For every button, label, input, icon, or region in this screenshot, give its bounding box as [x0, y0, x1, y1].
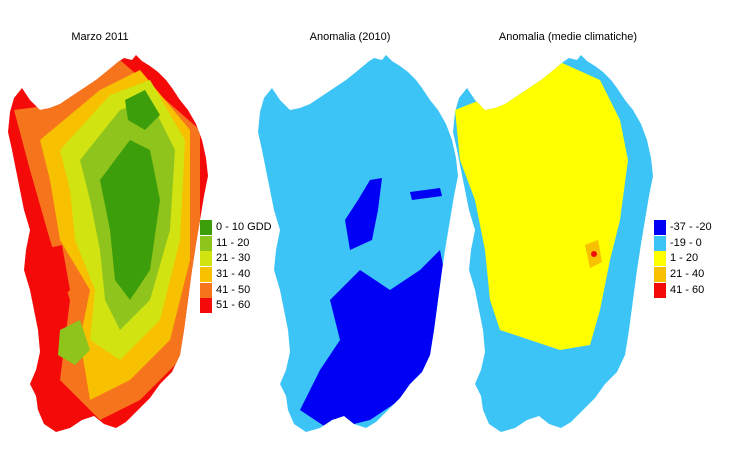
legend-label: 41 - 50: [216, 283, 251, 296]
legend-label: 1 - 20: [670, 252, 699, 265]
legend-swatch: [200, 267, 212, 283]
legend-anomalia: -37 - -20 -19 - 0 1 - 20 21 - 40 41 - 60: [654, 220, 712, 298]
map-anomalia-2010: [258, 55, 458, 432]
legend-label: 51 - 60: [216, 299, 251, 312]
legend-swatch: [654, 267, 666, 283]
legend-item: 21 - 40: [654, 267, 712, 283]
legend-item: 21 - 30: [200, 251, 272, 267]
legend-swatch: [200, 282, 212, 298]
legend-label: 21 - 30: [216, 252, 251, 265]
legend-label: 11 - 20: [216, 236, 250, 249]
legend-swatch: [654, 282, 666, 298]
panel-2-title: Anomalia (2010): [309, 31, 391, 43]
legend-item: 0 - 10 GDD: [200, 220, 272, 236]
panel-3-title: Anomalia (medie climatiche): [498, 31, 638, 43]
legend-item: 31 - 40: [200, 267, 272, 283]
legend-label: -37 - -20: [670, 221, 712, 234]
legend-label: 31 - 40: [216, 268, 251, 281]
legend-swatch: [654, 235, 666, 251]
legend-item: -37 - -20: [654, 220, 712, 236]
legend-item: 11 - 20: [200, 235, 272, 252]
map-anomalia-medie-climatiche: [453, 55, 653, 432]
legend-item: 41 - 60: [654, 282, 712, 298]
panel-1-title: Marzo 2011: [71, 31, 129, 43]
legend-swatch: [654, 220, 666, 236]
legend-item: 51 - 60: [200, 298, 272, 314]
legend-label: -19 - 0: [670, 236, 702, 249]
legend-swatch: [200, 220, 212, 236]
legend-swatch: [200, 235, 212, 251]
legend-swatch: [200, 251, 212, 267]
legend-label: 0 - 10 GDD: [216, 221, 272, 234]
legend-item: 41 - 50: [200, 282, 272, 298]
legend-label: 41 - 60: [670, 283, 705, 296]
legend-gdd: 0 - 10 GDD 11 - 20 21 - 30 31 - 40 41 - …: [200, 220, 272, 314]
legend-swatch: [654, 251, 666, 267]
legend-item: 1 - 20: [654, 251, 712, 267]
legend-item: -19 - 0: [654, 235, 712, 252]
legend-swatch: [200, 298, 212, 314]
map-gdd-marzo-2011: [8, 55, 208, 432]
legend-label: 21 - 40: [670, 268, 705, 281]
